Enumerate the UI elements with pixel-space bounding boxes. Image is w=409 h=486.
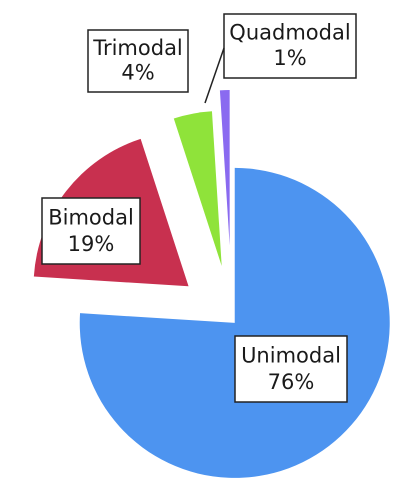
pie-slices xyxy=(33,90,390,478)
data-label-percent: 76% xyxy=(268,370,315,394)
pie-labels: Unimodal76%Bimodal19%Trimodal4%Quadmodal… xyxy=(41,13,357,403)
leader-line xyxy=(204,47,225,104)
data-label-box xyxy=(87,29,189,93)
data-label-bimodal: Bimodal 19% xyxy=(41,197,141,265)
data-label-unimodal: Unimodal 76% xyxy=(234,335,348,403)
data-label-name: Trimodal xyxy=(92,36,183,60)
data-label-name: Quadmodal xyxy=(229,21,350,45)
data-label-percent: 1% xyxy=(273,46,306,70)
data-label-box xyxy=(234,335,348,403)
pie-slice-trimodal xyxy=(173,111,222,266)
data-label-percent: 19% xyxy=(68,232,115,256)
data-label-box xyxy=(223,13,357,79)
pie-slice-quadmodal xyxy=(219,90,230,246)
data-label-name: Bimodal xyxy=(48,205,134,229)
data-label-name: Unimodal xyxy=(241,343,341,367)
data-label-box xyxy=(41,197,141,265)
data-label-percent: 4% xyxy=(121,61,154,85)
